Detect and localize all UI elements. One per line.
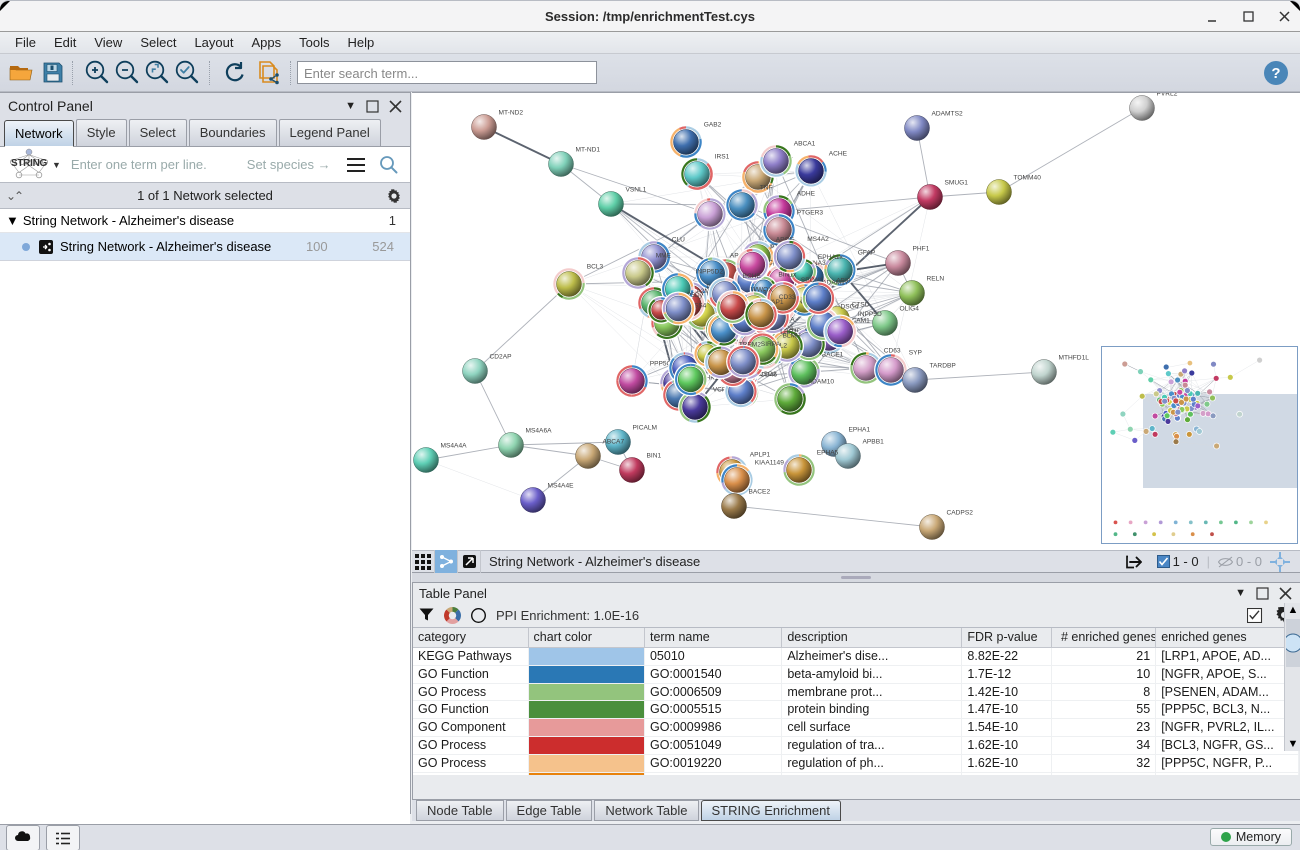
svg-text:INPP5D: INPP5D (858, 311, 882, 318)
svg-text:MS4A2: MS4A2 (807, 236, 829, 243)
svg-text:GAB2: GAB2 (704, 121, 722, 128)
svg-text:MME: MME (656, 252, 672, 259)
svg-text:EPHA1x: EPHA1x (818, 254, 844, 261)
svg-text:PHF1: PHF1 (913, 246, 930, 253)
svg-text:MS4A6A: MS4A6A (526, 428, 553, 435)
svg-text:SMUG1: SMUG1 (945, 180, 969, 187)
svg-text:SIRPA: SIRPA (761, 341, 781, 348)
svg-text:ACHE: ACHE (829, 150, 848, 157)
svg-text:CADPS2: CADPS2 (947, 510, 974, 517)
svg-text:APBB1: APBB1 (863, 439, 885, 446)
svg-text:MT-ND2: MT-ND2 (499, 110, 524, 117)
svg-text:MS4A4E: MS4A4E (548, 483, 575, 490)
svg-text:MTHFD1L: MTHFD1L (1059, 355, 1090, 362)
svg-text:KIAA1149: KIAA1149 (755, 459, 785, 466)
svg-text:BACE2: BACE2 (749, 489, 771, 496)
svg-text:PICALM: PICALM (633, 425, 658, 432)
svg-text:A2M: A2M (696, 288, 710, 295)
svg-text:MT-ND1: MT-ND1 (576, 147, 601, 154)
svg-text:APLP1: APLP1 (750, 451, 771, 458)
svg-text:ADHE: ADHE (797, 190, 816, 197)
svg-text:TOMM40: TOMM40 (1014, 175, 1042, 182)
svg-text:RELN: RELN (927, 276, 945, 283)
svg-text:ADAMTS2: ADAMTS2 (932, 111, 963, 118)
svg-text:LRP1: LRP1 (780, 328, 797, 335)
svg-text:OLIG4: OLIG4 (900, 306, 920, 313)
svg-text:ABI3: ABI3 (836, 278, 851, 285)
svg-text:CLU: CLU (672, 236, 685, 243)
svg-text:TARDBP: TARDBP (930, 363, 957, 370)
svg-text:ABCA1: ABCA1 (794, 140, 816, 147)
svg-text:EPHA1: EPHA1 (849, 427, 871, 434)
svg-text:BACE1: BACE1 (822, 351, 844, 358)
svg-text:EPHA5: EPHA5 (817, 449, 839, 456)
svg-text:TNF: TNF (760, 184, 773, 191)
svg-text:SYP: SYP (909, 349, 923, 356)
svg-text:IRS1: IRS1 (715, 153, 730, 160)
svg-text:BCL3: BCL3 (587, 263, 604, 270)
svg-text:ADAM10: ADAM10 (808, 378, 835, 385)
svg-text:VSNL1: VSNL1 (626, 187, 647, 194)
svg-text:WWOX: WWOX (751, 286, 774, 293)
svg-text:CD33: CD33 (779, 294, 796, 301)
svg-text:?: ? (1271, 65, 1280, 82)
svg-text:BCHE: BCHE (743, 273, 762, 280)
svg-text:DSG4: DSG4 (841, 303, 859, 310)
svg-text:CD2AP: CD2AP (490, 354, 513, 361)
svg-text:INPP5D2: INPP5D2 (696, 268, 724, 275)
svg-text:PVRL2: PVRL2 (1157, 93, 1178, 98)
svg-text:BIN1: BIN1 (647, 453, 662, 460)
svg-text:MS4A4A: MS4A4A (441, 443, 468, 450)
svg-text:GFAP: GFAP (858, 249, 876, 256)
svg-text:ABCA7: ABCA7 (603, 439, 625, 446)
svg-text:PTGER3: PTGER3 (797, 209, 824, 216)
